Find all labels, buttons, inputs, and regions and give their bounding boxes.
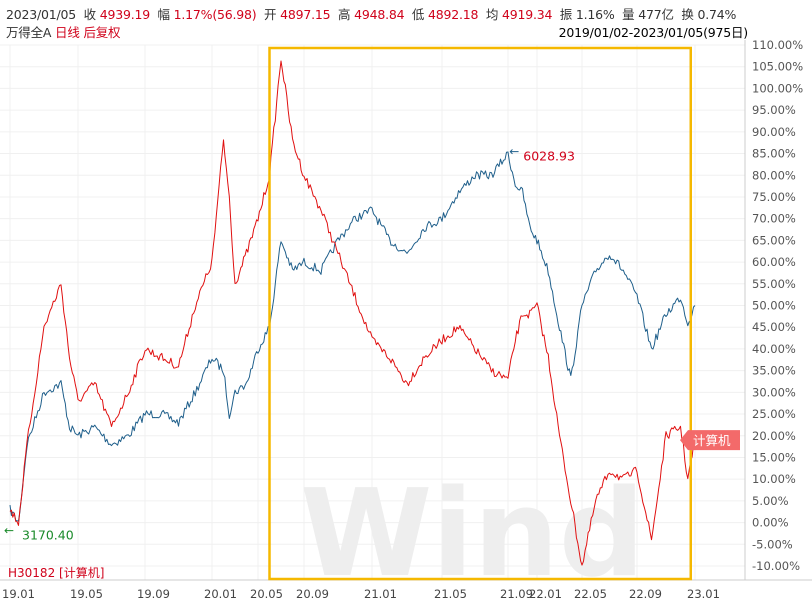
annotation-low-label: 3170.40	[22, 528, 74, 543]
y-tick-label: 60.00%	[752, 255, 796, 269]
change-label: 幅	[157, 7, 171, 22]
sub-header: 万得全A 日线 后复权	[6, 22, 121, 41]
series-layer	[9, 60, 696, 566]
x-tick-label: 21.09	[500, 587, 533, 601]
y-tick-label: 20.00%	[752, 429, 796, 443]
y-tick-label: 75.00%	[752, 190, 796, 204]
period-label[interactable]: 日线	[55, 25, 80, 40]
y-tick-label: 35.00%	[752, 364, 796, 378]
close-label: 收	[83, 7, 97, 22]
annotation-arrow: ←	[509, 145, 519, 159]
amplitude-value: 1.16%	[575, 7, 615, 22]
volume-value: 477亿	[638, 7, 674, 22]
y-tick-label: 0.00%	[752, 516, 789, 530]
adjust-label[interactable]: 后复权	[83, 25, 121, 40]
y-tick-label: 5.00%	[752, 494, 789, 508]
x-tick-label: 19.01	[2, 587, 35, 601]
x-axis: 19.01 19.05 19.09 20.01 20.05 20.09 21.01 21.05…	[2, 587, 720, 601]
badge-shape	[680, 430, 740, 451]
y-tick-label: 70.00%	[752, 212, 796, 226]
series-legend: H30182 [计算机]	[8, 565, 104, 580]
y-tick-label: 40.00%	[752, 342, 796, 356]
low-label: 低	[411, 7, 425, 22]
annotation-high-label: 6028.93	[523, 149, 575, 164]
y-tick-label: 10.00%	[752, 472, 796, 486]
date-range: 2019/01/02-2023/01/05(975日)	[558, 25, 749, 40]
x-tick-label: 22.09	[629, 587, 662, 601]
series-line-wind-all-a	[9, 151, 696, 522]
current-value-badge: 计算机	[680, 430, 740, 451]
y-tick-label: -5.00%	[752, 537, 793, 551]
grid-lines	[0, 40, 812, 581]
y-tick-label: 55.00%	[752, 277, 796, 291]
y-axis: 110.00% 105.00% 100.00% 95.00% 90.00% 85.00% 8…	[752, 38, 803, 573]
y-tick-label: 50.00%	[752, 299, 796, 313]
y-tick-label: 110.00%	[752, 38, 803, 52]
open-value: 4897.15	[280, 7, 331, 22]
index-name[interactable]: 万得全A	[6, 25, 52, 40]
y-tick-label: 45.00%	[752, 320, 796, 334]
x-tick-label: 22.05	[574, 587, 607, 601]
low-value: 4892.18	[428, 7, 479, 22]
x-tick-label: 19.09	[137, 587, 170, 601]
quote-header: 2023/01/05 收 4939.19 幅 1.17%(56.98) 开 48…	[6, 4, 736, 23]
x-tick-label: 20.05	[250, 587, 283, 601]
series-line-computer	[9, 60, 696, 566]
volume-label: 量	[622, 7, 635, 22]
turnover-value: 0.74%	[697, 7, 737, 22]
quote-date: 2023/01/05	[6, 7, 77, 22]
y-tick-label: -10.00%	[752, 559, 800, 573]
y-tick-label: 100.00%	[752, 81, 803, 95]
watermark: Wind	[300, 465, 645, 604]
y-tick-label: 95.00%	[752, 103, 796, 117]
y-tick-label: 25.00%	[752, 407, 796, 421]
high-label: 高	[337, 7, 351, 22]
x-tick-label: 21.05	[434, 587, 467, 601]
y-tick-label: 65.00%	[752, 233, 796, 247]
x-tick-label: 21.01	[364, 587, 397, 601]
avg-value: 4919.34	[501, 7, 553, 22]
y-tick-label: 85.00%	[752, 147, 796, 161]
x-tick-label: 20.01	[204, 587, 237, 601]
y-tick-label: 15.00%	[752, 450, 796, 464]
y-tick-label: 90.00%	[752, 125, 796, 139]
annotation-high: ← 6028.93	[509, 145, 575, 164]
annotation-arrow: ←	[4, 524, 14, 538]
x-tick-label: 19.05	[70, 587, 103, 601]
close-value: 4939.19	[99, 7, 150, 22]
y-tick-label: 30.00%	[752, 385, 796, 399]
amplitude-label: 振	[559, 7, 573, 22]
x-tick-label: 22.01	[529, 587, 562, 601]
annotation-low: ← 3170.40	[4, 524, 74, 543]
badge-label: 计算机	[693, 433, 731, 448]
high-value: 4948.84	[354, 7, 405, 22]
turnover-label: 换	[681, 7, 694, 22]
change-value: 1.17%(56.98)	[173, 7, 257, 22]
avg-label: 均	[485, 7, 499, 22]
x-tick-label: 20.09	[296, 587, 329, 601]
annotations: ← 6028.93 ← 3170.40 计算机	[4, 145, 740, 543]
y-tick-label: 105.00%	[752, 60, 803, 74]
highlight-box	[268, 46, 692, 581]
y-tick-label: 80.00%	[752, 168, 796, 182]
open-label: 开	[264, 7, 277, 22]
x-tick-label: 23.01	[687, 587, 720, 601]
